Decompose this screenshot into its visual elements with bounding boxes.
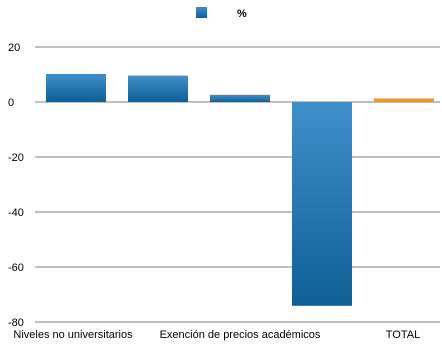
x-tick-label: TOTAL: [386, 329, 420, 341]
bars: [46, 73, 434, 306]
y-tick-label: -60: [8, 262, 24, 274]
legend-label: %: [237, 8, 247, 20]
bar: [210, 94, 270, 102]
y-tick-label: 0: [8, 97, 14, 109]
legend-swatch: [196, 7, 207, 18]
x-tick-label: Exención de precios académicos: [160, 329, 321, 341]
y-tick-label: 20: [8, 42, 20, 54]
x-axis-tick-labels: Niveles no universitarios Exención de pre…: [13, 329, 420, 341]
chart-legend: %: [196, 7, 247, 20]
x-tick-label: Niveles no universitarios: [13, 329, 133, 341]
bar-total: [374, 98, 434, 102]
y-tick-label: -80: [8, 317, 24, 329]
bar: [46, 73, 106, 102]
bar: [292, 102, 352, 306]
y-tick-label: -40: [8, 207, 24, 219]
y-tick-label: -20: [8, 152, 24, 164]
bar: [128, 75, 188, 102]
y-axis-tick-labels: 20 0 -20 -40 -60 -80: [8, 42, 24, 329]
